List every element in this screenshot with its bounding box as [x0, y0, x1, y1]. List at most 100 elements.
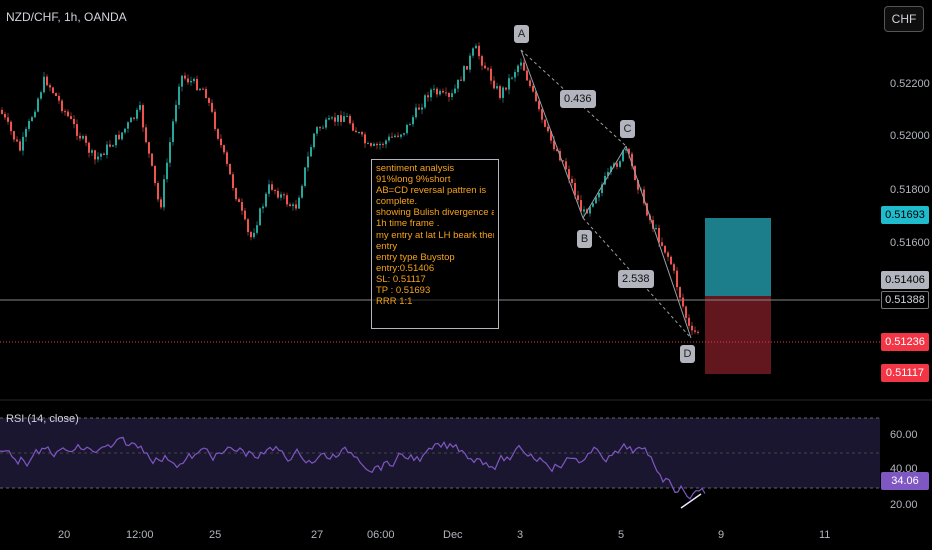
time-label: 06:00 — [367, 529, 395, 541]
candle-body — [622, 150, 624, 162]
candle-body — [499, 86, 501, 98]
pattern-point-a: A — [514, 25, 529, 43]
candle-body — [541, 109, 543, 120]
candle-body — [124, 128, 126, 133]
analysis-note[interactable]: sentiment analysis 91%long 9%short AB=CD r… — [371, 159, 499, 329]
candle-body — [397, 135, 399, 137]
candle-body — [46, 76, 48, 86]
candle-body — [466, 66, 468, 70]
last-price-tag: 0.51388 — [881, 291, 929, 309]
candle-body — [250, 232, 252, 238]
candle-body — [469, 55, 471, 70]
candle-body — [304, 167, 306, 186]
candle-body — [373, 143, 375, 146]
candle-body — [535, 91, 537, 102]
candle-body — [196, 78, 198, 91]
candle-body — [283, 194, 285, 196]
note-line: entry — [376, 240, 398, 252]
candle-body — [238, 199, 240, 203]
candle-body — [349, 115, 351, 124]
candle-body — [136, 109, 138, 119]
ratio-label-cd: 2.538 — [618, 270, 654, 288]
note-line: complete. — [376, 196, 418, 208]
candle-body — [442, 90, 444, 93]
candle-body — [319, 127, 321, 129]
candle-body — [163, 179, 165, 208]
candle-body — [301, 185, 303, 198]
candle-body — [16, 139, 18, 142]
candle-body — [382, 143, 384, 145]
candle-body — [94, 150, 96, 160]
candle-body — [40, 92, 42, 99]
candle-body — [148, 142, 150, 154]
candle-body — [223, 145, 225, 153]
candle-body — [244, 210, 246, 220]
note-line: 1h time frame . — [376, 218, 440, 230]
candle-body — [166, 162, 168, 180]
candle-body — [19, 141, 21, 151]
time-label: 27 — [311, 529, 324, 541]
candle-body — [400, 134, 402, 137]
candle-body — [529, 80, 531, 86]
candle-body — [241, 202, 243, 211]
candle-body — [538, 101, 540, 110]
candle-body — [679, 287, 681, 298]
candle-body — [589, 206, 591, 214]
candle-body — [556, 149, 558, 152]
candle-body — [298, 197, 300, 209]
candle-body — [580, 200, 582, 212]
candle-body — [121, 132, 123, 140]
candle-body — [481, 56, 483, 66]
candle-body — [523, 62, 525, 71]
candle-body — [433, 88, 435, 90]
candle-body — [91, 150, 93, 153]
candle-body — [313, 133, 315, 148]
note-line: entry:0.51406 — [376, 262, 435, 274]
candle-body — [220, 138, 222, 146]
candle-body — [412, 117, 414, 125]
rsi-label-60: 60.00 — [890, 429, 918, 441]
candle-body — [97, 156, 99, 160]
abcd-pattern — [520, 49, 692, 339]
note-line: my entry at lat LH beark then — [376, 229, 494, 241]
candle-body — [592, 203, 594, 207]
candle-body — [670, 256, 672, 265]
candle-body — [637, 179, 639, 190]
candle-body — [484, 65, 486, 69]
candle-body — [439, 90, 441, 95]
stop-zone — [705, 296, 771, 374]
candle-body — [118, 134, 120, 140]
candle-body — [352, 123, 354, 131]
candle-body — [142, 105, 144, 128]
price-label-52000: 0.52000 — [890, 130, 930, 142]
candle-body — [388, 136, 390, 141]
candle-body — [13, 131, 15, 140]
pattern-leg-cd — [625, 145, 692, 339]
candle-body — [385, 140, 387, 145]
candle-body — [334, 117, 336, 122]
candle-body — [562, 160, 564, 162]
candle-body — [331, 117, 333, 119]
candle-body — [289, 204, 291, 207]
pattern-leg-bc — [582, 145, 627, 219]
price-label-51600: 0.51600 — [890, 237, 930, 249]
candle-body — [154, 165, 156, 184]
currency-button[interactable]: CHF — [884, 6, 924, 32]
candle-body — [409, 124, 411, 126]
note-line: sentiment analysis — [376, 163, 455, 174]
candle-body — [190, 81, 192, 83]
candle-body — [571, 178, 573, 183]
candle-body — [460, 79, 462, 81]
note-line: 91%long 9%short — [376, 174, 451, 186]
candle-body — [337, 115, 339, 122]
candle-body — [355, 130, 357, 133]
take-profit-tag: 0.51693 — [881, 206, 929, 224]
candle-body — [616, 163, 618, 167]
candle-body — [133, 117, 135, 119]
candle-body — [436, 88, 438, 95]
candle-body — [454, 88, 456, 94]
candle-body — [547, 126, 549, 132]
candle-body — [361, 132, 363, 135]
candle-body — [532, 85, 534, 92]
